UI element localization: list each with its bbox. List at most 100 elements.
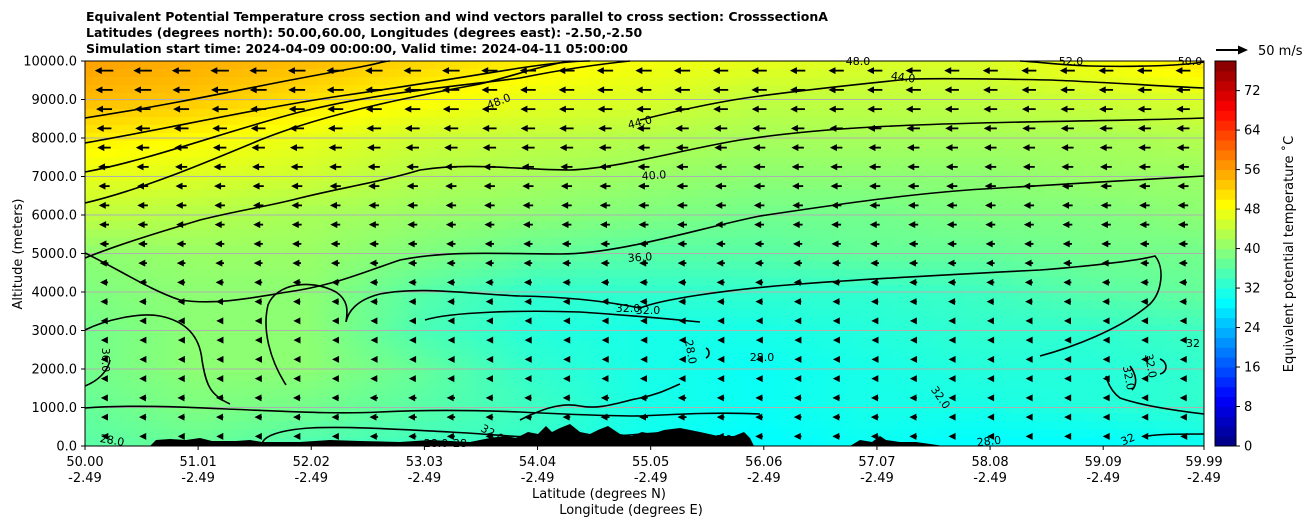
field-cell [397,125,406,134]
field-cell [469,277,478,286]
field-cell [269,229,278,238]
field-cell [309,125,318,134]
field-cell [285,109,294,118]
field-cell [421,117,430,126]
field-cell [413,341,422,350]
field-cell [701,421,710,430]
field-cell [461,149,470,158]
field-cell [341,93,350,102]
field-cell [85,93,94,102]
field-cell [741,125,750,134]
field-cell [373,261,382,270]
field-cell [581,301,590,310]
field-cell [725,61,734,70]
field-cell [741,269,750,278]
field-cell [653,293,662,302]
field-cell [621,189,630,198]
field-cell [229,421,238,430]
field-cell [461,277,470,286]
field-cell [549,141,558,150]
field-cell [149,205,158,214]
field-cell [117,117,126,126]
field-cell [749,141,758,150]
field-cell [821,333,830,342]
field-cell [405,205,414,214]
field-cell [469,245,478,254]
title-line-3: Simulation start time: 2024-04-09 00:00:… [86,41,628,56]
field-cell [181,309,190,318]
field-cell [805,125,814,134]
field-cell [117,333,126,342]
field-cell [581,253,590,262]
field-cell [349,109,358,118]
field-cell [733,125,742,134]
field-cell [741,413,750,422]
field-cell [173,213,182,222]
field-cell [349,293,358,302]
field-cell [405,333,414,342]
field-cell [581,61,590,70]
field-cell [613,109,622,118]
field-cell [773,125,782,134]
field-cell [501,293,510,302]
field-cell [893,381,902,390]
field-cell [349,205,358,214]
field-cell [421,277,430,286]
field-cell [829,141,838,150]
field-cell [157,285,166,294]
field-cell [877,293,886,302]
chart-title: Equivalent Potential Temperature cross s… [86,9,828,56]
field-cell [669,373,678,382]
field-cell [133,333,142,342]
field-cell [277,237,286,246]
field-cell [525,61,534,70]
field-cell [85,349,94,358]
field-cell [821,325,830,334]
field-cell [149,109,158,118]
field-cell [805,229,814,238]
field-cell [573,125,582,134]
field-cell [781,397,790,406]
field-cell [725,237,734,246]
field-cell [189,349,198,358]
field-cell [149,253,158,262]
field-cell [533,213,542,222]
field-cell [117,437,126,446]
field-cell [357,85,366,94]
field-cell [477,357,486,366]
field-cell [813,69,822,78]
field-cell [333,293,342,302]
field-cell [709,333,718,342]
field-cell [165,141,174,150]
field-cell [269,125,278,134]
field-cell [445,301,454,310]
field-cell [461,349,470,358]
field-cell [741,277,750,286]
field-cell [429,173,438,182]
field-cell [293,293,302,302]
field-cell [765,333,774,342]
field-cell [773,141,782,150]
field-cell [389,93,398,102]
field-cell [181,165,190,174]
field-cell [661,85,670,94]
field-cell [429,381,438,390]
field-cell [525,173,534,182]
field-cell [101,341,110,350]
field-cell [661,213,670,222]
field-cell [469,261,478,270]
field-cell [301,333,310,342]
field-cell [317,77,326,86]
field-cell [397,141,406,150]
field-cell [429,429,438,438]
field-cell [613,157,622,166]
field-cell [853,133,862,142]
field-cell [669,133,678,142]
field-cell [357,93,366,102]
field-cell [469,173,478,182]
field-cell [421,149,430,158]
field-cell [221,381,230,390]
field-cell [117,205,126,214]
field-cell [637,165,646,174]
field-cell [133,285,142,294]
